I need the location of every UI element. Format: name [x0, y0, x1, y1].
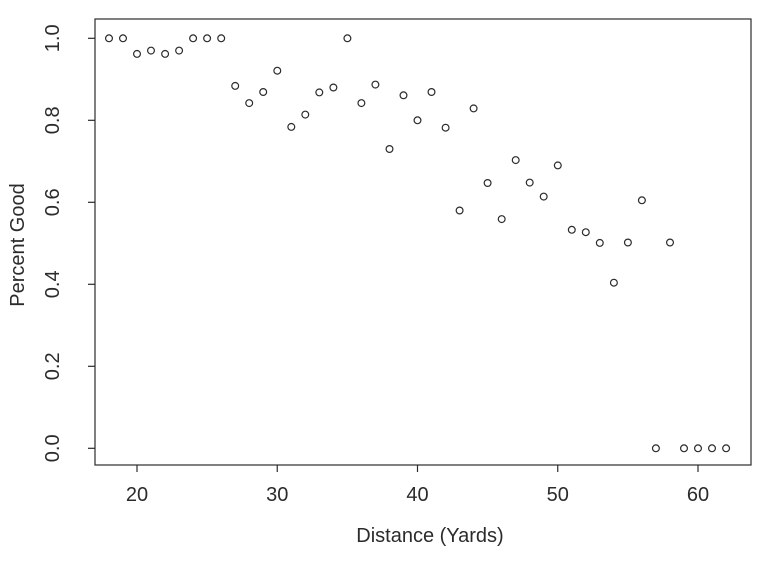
x-axis-title: Distance (Yards) [356, 525, 503, 547]
data-point [399, 91, 408, 100]
data-point [623, 238, 632, 247]
data-point [651, 444, 660, 453]
data-point [665, 238, 674, 247]
data-point [203, 34, 212, 43]
y-tick-label: 1.0 [42, 24, 64, 52]
data-point [722, 444, 731, 453]
data-point [217, 34, 226, 43]
data-point [427, 87, 436, 96]
data-point [455, 206, 464, 215]
x-tick-label: 20 [126, 484, 148, 506]
data-point [413, 116, 422, 125]
data-point [287, 122, 296, 131]
data-point [175, 46, 184, 55]
x-tick-label: 40 [406, 484, 428, 506]
data-point [497, 215, 506, 224]
data-point [315, 88, 324, 97]
data-point [581, 228, 590, 237]
data-point [259, 87, 268, 96]
data-point [133, 49, 142, 58]
data-point [104, 34, 113, 43]
data-point [483, 179, 492, 188]
data-point [679, 444, 688, 453]
y-tick-label: 0.0 [42, 434, 64, 462]
data-point [118, 34, 127, 43]
data-point [343, 34, 352, 43]
data-point [189, 34, 198, 43]
data-point [693, 444, 702, 453]
data-point [161, 49, 170, 58]
data-point [231, 81, 240, 90]
data-point [301, 110, 310, 119]
y-axis-title: Percent Good [7, 183, 29, 306]
data-point [371, 80, 380, 89]
data-point [385, 145, 394, 154]
data-point [147, 46, 156, 55]
data-points [104, 34, 731, 453]
data-point [609, 278, 618, 287]
y-tick-label: 0.4 [42, 270, 64, 298]
data-point [525, 178, 534, 187]
data-point [595, 238, 604, 247]
y-tick-label: 0.8 [42, 106, 64, 134]
data-point [441, 123, 450, 132]
data-point [511, 156, 520, 165]
y-axis-ticks: 0.0 0.2 0.4 0.6 0.8 1.0 [42, 24, 95, 462]
data-point [469, 104, 478, 113]
data-point [273, 66, 282, 75]
data-point [329, 83, 338, 92]
y-tick-label: 0.2 [42, 352, 64, 380]
data-point [245, 99, 254, 108]
data-point [539, 192, 548, 201]
data-point [357, 99, 366, 108]
x-tick-label: 60 [687, 484, 709, 506]
data-point [637, 196, 646, 205]
data-point [567, 225, 576, 234]
plot-border [94, 18, 752, 466]
x-axis-ticks: 20 30 40 50 60 [126, 465, 709, 506]
data-point [707, 444, 716, 453]
data-point [553, 161, 562, 170]
x-tick-label: 30 [266, 484, 288, 506]
y-tick-label: 0.6 [42, 188, 64, 216]
x-tick-label: 50 [547, 484, 569, 506]
